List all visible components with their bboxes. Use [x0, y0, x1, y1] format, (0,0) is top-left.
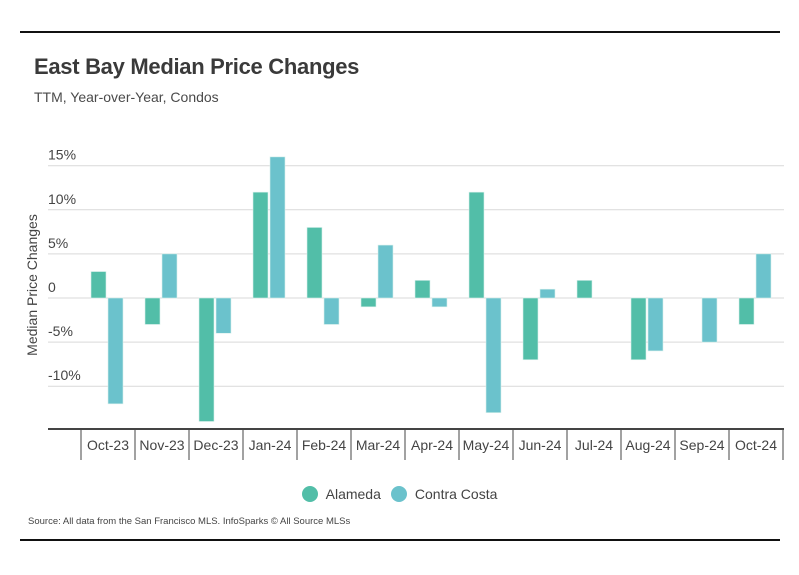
bar-contra-costa [107, 297, 124, 405]
x-tick-label: Jan-24 [249, 437, 292, 453]
x-tick-label: Dec-23 [193, 437, 238, 453]
bar-contra-costa [377, 244, 394, 299]
y-axis-label: Median Price Changes [24, 214, 40, 356]
legend-item-contra-costa[interactable]: Contra Costa [390, 486, 498, 502]
bar-alameda [414, 280, 431, 299]
bar-alameda [252, 191, 269, 299]
bar-contra-costa [755, 253, 772, 299]
y-tick-label: 15% [48, 147, 76, 163]
bar-alameda [630, 297, 647, 361]
y-tick-label: 10% [48, 191, 76, 207]
y-tick-label: -10% [48, 367, 81, 383]
x-tick-label: May-24 [463, 437, 510, 453]
x-tick-label: Oct-24 [735, 437, 777, 453]
bottom-rule [20, 539, 780, 541]
y-tick-label: 5% [48, 235, 68, 251]
x-tick-label: Nov-23 [139, 437, 184, 453]
gridlines [48, 165, 784, 387]
y-axis-ticks: 15% 10% 5% 0 -5% -10% [48, 147, 81, 384]
chart-subtitle: TTM, Year-over-Year, Condos [34, 89, 219, 105]
bar-alameda [306, 227, 323, 299]
legend-label-alameda: Alameda [325, 486, 381, 502]
legend-swatch-contra-costa [390, 486, 407, 502]
x-axis: Oct-23 Nov-23 Dec-23 Jan-24 Feb-24 Mar-24 Apr-… [48, 428, 784, 460]
bar-alameda [522, 297, 539, 361]
y-tick-label: -5% [48, 323, 73, 339]
bar-contra-costa [701, 297, 718, 343]
bar-contra-costa [323, 297, 340, 325]
x-tick-label: Sep-24 [679, 437, 724, 453]
bar-alameda [468, 191, 485, 299]
bar-alameda [90, 271, 107, 299]
bar-contra-costa [431, 297, 448, 308]
y-tick-label: 0 [48, 279, 56, 295]
x-tick-label: Aug-24 [625, 437, 670, 453]
bar-alameda [360, 297, 377, 308]
legend-label-contra-costa: Contra Costa [414, 486, 498, 502]
bar-contra-costa [485, 297, 502, 413]
bar-alameda [144, 297, 161, 325]
x-tick-label: Feb-24 [302, 437, 347, 453]
source-note: Source: All data from the San Francisco … [28, 516, 351, 527]
bar-contra-costa [269, 156, 286, 299]
legend-item-alameda[interactable]: Alameda [301, 486, 381, 502]
bar-contra-costa [647, 297, 664, 352]
x-tick-label: Jun-24 [519, 437, 562, 453]
bar-contra-costa [215, 297, 232, 334]
bar-alameda [198, 297, 215, 422]
legend: Alameda Contra Costa [0, 486, 799, 502]
x-tick-label: Oct-23 [87, 437, 129, 453]
bar-alameda [576, 280, 593, 299]
bar-alameda [738, 297, 755, 325]
bars [90, 156, 772, 422]
bar-contra-costa [161, 253, 178, 299]
x-tick-label: Apr-24 [411, 437, 453, 453]
chart-title: East Bay Median Price Changes [34, 54, 360, 79]
legend-swatch-alameda [301, 486, 318, 502]
x-tick-label: Mar-24 [356, 437, 401, 453]
x-tick-label: Jul-24 [575, 437, 613, 453]
bar-contra-costa [539, 288, 556, 299]
top-rule [20, 31, 780, 33]
